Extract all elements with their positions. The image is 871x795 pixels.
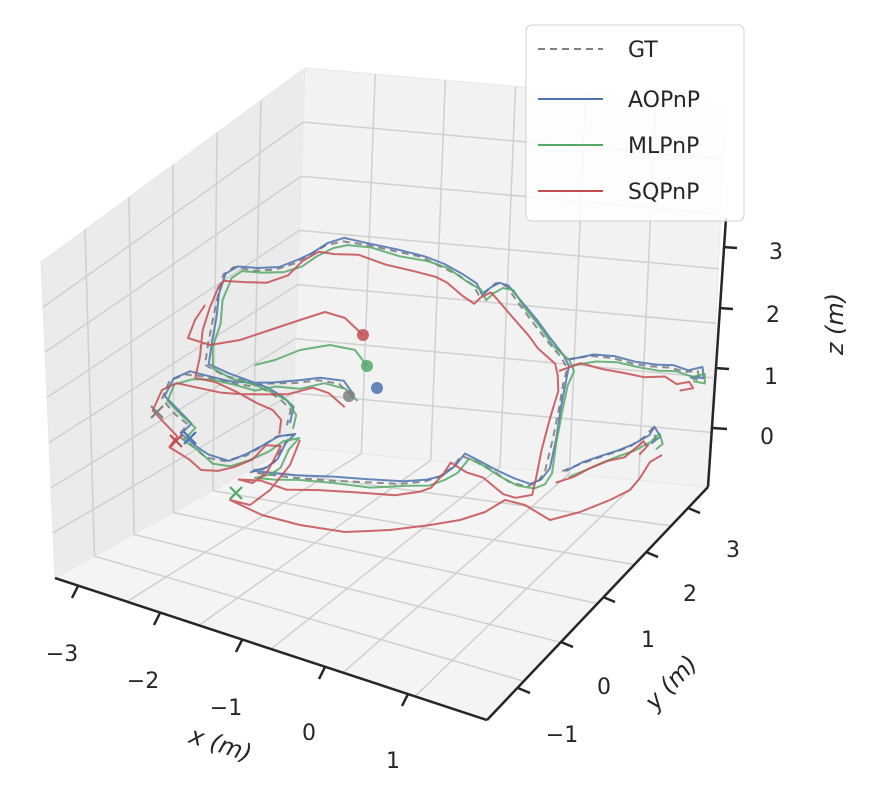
grid-line bbox=[212, 489, 635, 566]
x-tick-mark bbox=[317, 666, 327, 680]
grid-line bbox=[360, 74, 376, 454]
x-tick-mark bbox=[234, 639, 244, 653]
end-marker-aopnp bbox=[183, 431, 197, 445]
legend-label: MLPnP bbox=[628, 134, 699, 159]
z-tick-mark bbox=[712, 426, 728, 431]
start-marker-mlpnp bbox=[361, 360, 373, 372]
x-axis-title: x (m) bbox=[185, 721, 255, 768]
z-tick-mark bbox=[722, 245, 738, 250]
legend-label: AOPnP bbox=[628, 88, 700, 113]
grid-line bbox=[173, 511, 598, 605]
y-tick-label: 0 bbox=[597, 675, 611, 700]
y-axis-title: y (m) bbox=[638, 650, 703, 717]
end-marker-mlpnp bbox=[229, 486, 243, 500]
grid-line bbox=[293, 392, 711, 434]
z-tick-label: 0 bbox=[760, 425, 774, 450]
z-tick-label: 3 bbox=[769, 240, 783, 265]
x-tick-mark bbox=[70, 585, 80, 599]
start-marker-sqpnp bbox=[357, 329, 369, 341]
grid-line bbox=[297, 283, 716, 325]
y-tick-label: 2 bbox=[683, 582, 697, 607]
x-tick-label: −2 bbox=[127, 669, 159, 694]
grid-line bbox=[133, 533, 561, 644]
grid-line bbox=[295, 337, 714, 379]
start-marker-aopnp bbox=[371, 382, 383, 394]
y-tick-mark bbox=[687, 506, 701, 515]
y-tick-label: −1 bbox=[546, 723, 578, 748]
legend-label: SQPnP bbox=[628, 180, 699, 205]
grid-line bbox=[94, 555, 525, 682]
grid-line bbox=[46, 229, 300, 399]
x-tick-label: −3 bbox=[46, 642, 78, 667]
z-tick-mark bbox=[714, 366, 730, 371]
z-tick-mark bbox=[718, 306, 734, 311]
grid-line bbox=[172, 164, 175, 513]
y-tick-mark bbox=[560, 640, 574, 649]
y-tick-label: 1 bbox=[641, 628, 655, 653]
y-tick-labels: −1 0 1 2 3 bbox=[546, 538, 740, 748]
trajectories bbox=[151, 236, 706, 533]
y-tick-mark bbox=[645, 550, 659, 559]
z-axis-title: z (m) bbox=[821, 293, 849, 356]
series-mlpnp-path bbox=[166, 244, 706, 490]
z-tick-labels: 0 1 2 3 bbox=[760, 240, 783, 450]
grid-line bbox=[251, 100, 262, 469]
legend-label: GT bbox=[628, 38, 658, 63]
x-tick-label: −1 bbox=[210, 696, 242, 721]
z-tick-label: 2 bbox=[766, 303, 780, 328]
y-tick-mark bbox=[602, 595, 616, 604]
x-tick-label: 1 bbox=[386, 749, 400, 774]
grid-line bbox=[299, 229, 719, 270]
end-marker-gt bbox=[150, 405, 164, 419]
x-axis-line bbox=[54, 576, 488, 722]
grid-line bbox=[499, 86, 517, 468]
grid-lines bbox=[42, 74, 724, 697]
grid-line bbox=[48, 283, 298, 444]
grid-line bbox=[252, 468, 672, 527]
x-tick-mark bbox=[152, 612, 162, 626]
grid-line bbox=[128, 197, 135, 535]
grid-line bbox=[44, 175, 302, 353]
legend-box bbox=[525, 24, 745, 222]
legend: GT AOPnP MLPnP SQPnP bbox=[525, 24, 745, 222]
grid-line bbox=[42, 121, 304, 308]
z-axis-line bbox=[706, 217, 728, 488]
grid-line bbox=[429, 80, 447, 461]
z-tick-label: 1 bbox=[764, 365, 778, 390]
y-tick-mark bbox=[517, 686, 531, 695]
x-tick-mark bbox=[400, 693, 410, 707]
y-tick-label: 3 bbox=[726, 538, 740, 563]
end-marker-sqpnp bbox=[169, 434, 183, 448]
series-sqpnp-path bbox=[151, 250, 695, 533]
y-axis-line bbox=[486, 486, 709, 721]
grid-line bbox=[52, 392, 295, 534]
start-marker-gt bbox=[343, 390, 355, 402]
x-tick-label: 0 bbox=[302, 721, 316, 746]
grid-line bbox=[84, 229, 96, 557]
trajectory-markers bbox=[150, 329, 383, 500]
tick-marks bbox=[70, 245, 738, 707]
x-tick-labels: −3 −2 −1 0 1 bbox=[46, 642, 400, 774]
